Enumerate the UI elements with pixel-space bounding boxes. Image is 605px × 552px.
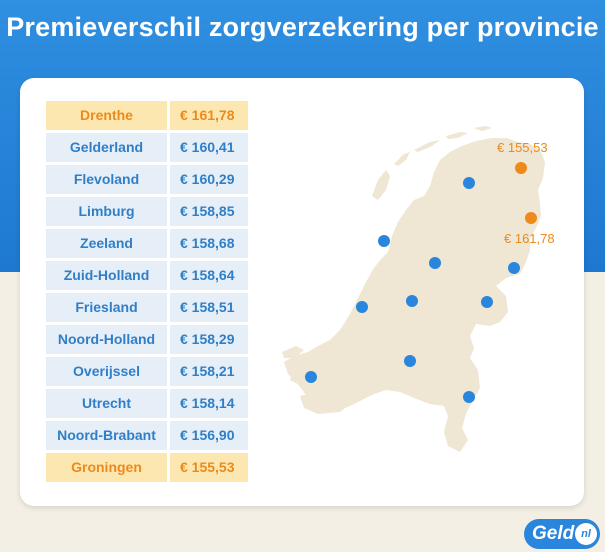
- table-row-utrecht: Utrecht € 158,14: [46, 389, 248, 418]
- province-dot-zeeland: [305, 371, 317, 383]
- province-name: Noord-Holland: [46, 325, 167, 354]
- province-dot-gelderland: [481, 296, 493, 308]
- province-name: Friesland: [46, 293, 167, 322]
- premium-value: € 161,78: [170, 101, 248, 130]
- table-row-groningen: Groningen € 155,53: [46, 453, 248, 482]
- wadden-island-schiermonnikoog: [474, 126, 492, 131]
- table-row-noord-holland: Noord-Holland € 158,29: [46, 325, 248, 354]
- premium-value: € 158,85: [170, 197, 248, 226]
- province-name: Zeeland: [46, 229, 167, 258]
- province-name: Limburg: [46, 197, 167, 226]
- wadden-island-terschelling: [414, 140, 440, 152]
- map-label-drenthe: € 161,78: [504, 231, 555, 246]
- table-row-zeeland: Zeeland € 158,68: [46, 229, 248, 258]
- province-name: Drenthe: [46, 101, 167, 130]
- logo-badge: nl: [575, 523, 597, 545]
- province-dot-utrecht: [406, 295, 418, 307]
- province-dot-groningen: [515, 162, 527, 174]
- premium-value: € 158,64: [170, 261, 248, 290]
- geld-nl-logo: Geld nl: [524, 519, 600, 549]
- province-name: Noord-Brabant: [46, 421, 167, 450]
- flevoland-land: [404, 238, 462, 276]
- premium-value: € 160,41: [170, 133, 248, 162]
- province-name: Groningen: [46, 453, 167, 482]
- table-row-limburg: Limburg € 158,85: [46, 197, 248, 226]
- wadden-island-ameland: [446, 132, 468, 139]
- province-dot-drenthe: [525, 212, 537, 224]
- province-dot-overijssel: [508, 262, 520, 274]
- premium-value: € 158,14: [170, 389, 248, 418]
- premium-table: Drenthe € 161,78 Gelderland € 160,41 Fle…: [46, 101, 248, 485]
- premium-value: € 155,53: [170, 453, 248, 482]
- zeeuws-vlaanderen: [300, 392, 352, 414]
- province-name: Flevoland: [46, 165, 167, 194]
- premium-value: € 158,29: [170, 325, 248, 354]
- netherlands-land: [284, 138, 545, 452]
- table-row-flevoland: Flevoland € 160,29: [46, 165, 248, 194]
- premium-value: € 160,29: [170, 165, 248, 194]
- province-dot-noord-brabant: [404, 355, 416, 367]
- premium-value: € 158,68: [170, 229, 248, 258]
- province-dot-zuid-holland: [356, 301, 368, 313]
- province-name: Overijssel: [46, 357, 167, 386]
- table-row-zuid-holland: Zuid-Holland € 158,64: [46, 261, 248, 290]
- table-row-noord-brabant: Noord-Brabant € 156,90: [46, 421, 248, 450]
- page-title: Premieverschil zorgverzekering per provi…: [6, 12, 599, 42]
- province-name: Utrecht: [46, 389, 167, 418]
- map-label-groningen: € 155,53: [497, 140, 548, 155]
- province-dot-noord-holland: [378, 235, 390, 247]
- table-row-overijssel: Overijssel € 158,21: [46, 357, 248, 386]
- province-name: Zuid-Holland: [46, 261, 167, 290]
- zeeland-island-north: [282, 346, 304, 358]
- province-dot-flevoland: [429, 257, 441, 269]
- province-dot-friesland: [463, 177, 475, 189]
- table-row-gelderland: Gelderland € 160,41: [46, 133, 248, 162]
- table-row-drenthe: Drenthe € 161,78: [46, 101, 248, 130]
- premium-value: € 158,51: [170, 293, 248, 322]
- premium-value: € 158,21: [170, 357, 248, 386]
- premium-value: € 156,90: [170, 421, 248, 450]
- province-dot-limburg: [463, 391, 475, 403]
- table-row-friesland: Friesland € 158,51: [46, 293, 248, 322]
- wadden-island-vlieland: [394, 152, 410, 166]
- wadden-island-texel: [372, 170, 390, 200]
- logo-text: Geld: [532, 523, 575, 544]
- province-name: Gelderland: [46, 133, 167, 162]
